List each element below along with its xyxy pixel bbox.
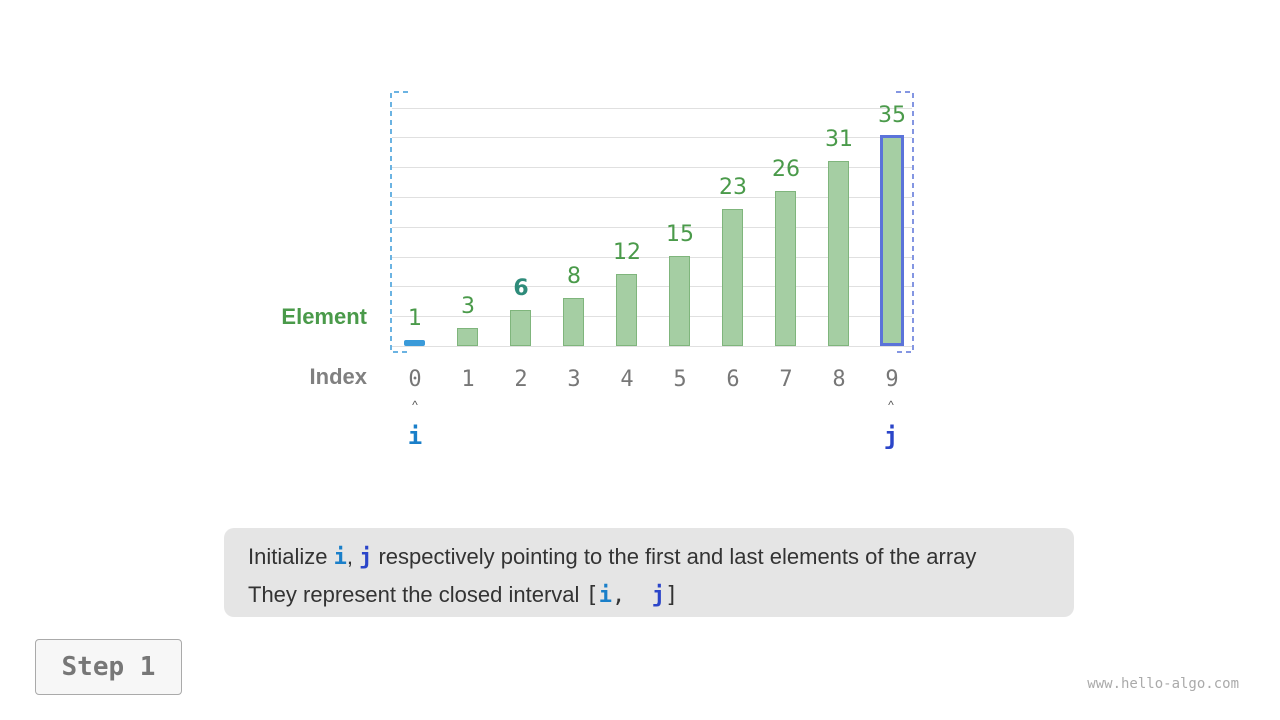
right-bracket-j [896,91,914,353]
array-bar [616,274,637,346]
array-bar [828,160,849,346]
caption-text: They represent the closed interval [248,582,586,607]
gridline [392,316,912,318]
index-label: 0 [408,367,422,392]
caption-line-2: They represent the closed interval [i, j… [248,576,1050,614]
element-value: 12 [613,240,641,266]
index-row-label: Index [309,364,367,389]
index-label: 4 [620,367,634,392]
pointer-j-label: j [883,422,899,450]
index-label: 6 [726,367,740,392]
index-label: 5 [673,367,687,392]
step-button[interactable]: Step 1 [35,639,182,695]
array-bar [404,340,425,346]
gridline [392,286,912,288]
gridline [392,256,912,258]
pointer-j-arrow-icon: ^ [888,398,894,412]
element-value: 35 [878,103,906,129]
caption-i: i [333,545,347,570]
element-value: 1 [408,306,422,331]
array-bar [669,256,690,346]
gridline [392,226,912,228]
caption-text: Initialize [248,544,334,569]
array-bar [510,310,531,346]
watermark: www.hello-algo.com [1087,676,1239,692]
index-label: 8 [832,367,846,392]
array-bar [457,328,478,346]
caption-bracket: [ [585,583,599,608]
caption-text: respectively pointing to the first and l… [372,544,977,569]
gridline [392,197,912,198]
left-bracket-i [390,91,408,353]
caption-line-1: Initialize i, j respectively pointing to… [248,538,1050,576]
gridline [392,346,912,347]
caption-j: j [359,545,373,570]
caption-i: i [598,583,613,608]
caption-bracket: ] [665,583,679,608]
array-bar [775,190,796,346]
element-row-label: Element [281,304,367,329]
element-value: 15 [666,222,694,248]
array-bar [563,298,584,346]
index-label: 9 [885,367,899,392]
pointer-i-arrow-icon: ^ [412,398,418,412]
element-value: 8 [567,264,581,290]
index-label: 7 [779,367,793,392]
element-value: 3 [461,294,475,320]
index-label: 2 [514,367,528,392]
caption-text: , [612,583,652,608]
gridline [392,137,912,139]
element-value: 6 [513,276,529,302]
index-label: 3 [567,367,581,392]
array-bar [722,208,743,346]
caption-j: j [651,583,666,608]
step-description: Initialize i, j respectively pointing to… [224,528,1074,617]
pointer-i-label: i [407,422,423,450]
element-value: 23 [719,174,747,200]
index-label: 1 [461,367,475,392]
gridline [392,167,912,169]
caption-text: , [346,544,360,569]
gridline [392,107,912,109]
element-value: 26 [772,156,800,182]
element-value: 31 [825,126,853,152]
array-bar [880,135,904,346]
